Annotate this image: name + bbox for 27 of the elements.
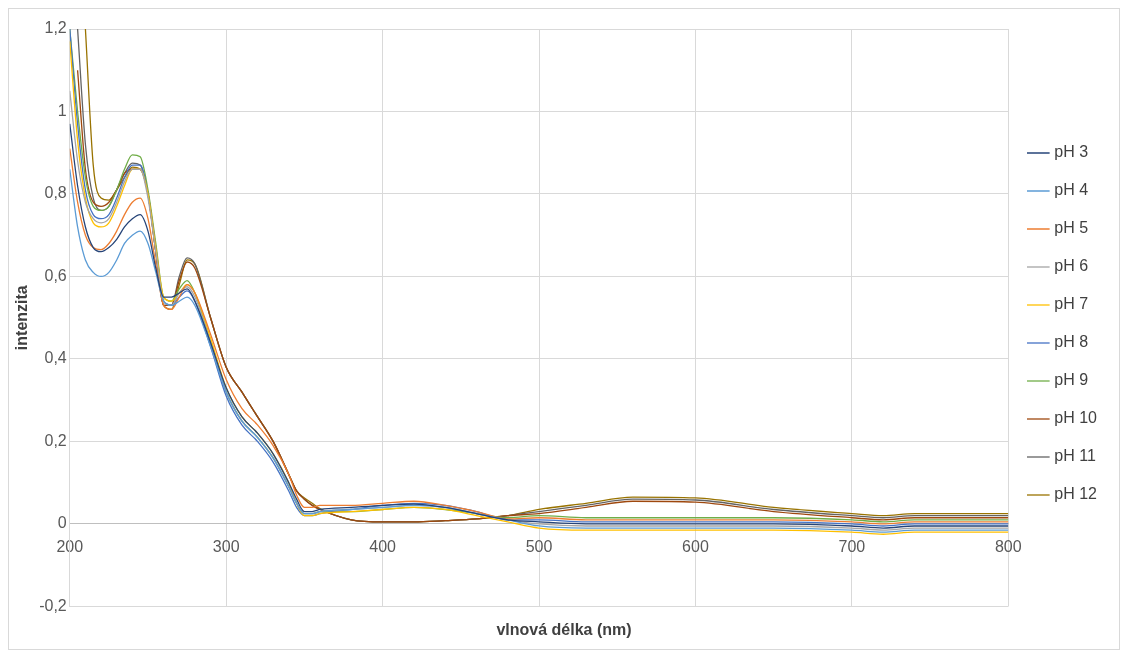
y-axis-title: intenzita (13, 285, 31, 351)
legend-label: pH 3 (1054, 143, 1089, 161)
y-tick-label: 1 (57, 101, 67, 119)
x-axis-title: vlnová délka (nm) (495, 620, 633, 640)
y-tick-label: 1,2 (44, 19, 67, 37)
y-tick-label: 0,4 (44, 349, 67, 367)
y-tick-label: -0,2 (39, 596, 67, 614)
x-tick-label: 400 (369, 537, 397, 555)
x-tick-label: 200 (56, 537, 84, 555)
x-tick-label: 700 (838, 537, 866, 555)
legend-label: pH 9 (1054, 371, 1089, 389)
legend-label: pH 4 (1054, 181, 1089, 199)
y-tick-label: 0,8 (44, 184, 67, 202)
legend-label: pH 11 (1054, 447, 1096, 465)
y-tick-label: 0,6 (44, 266, 67, 284)
x-tick-label: 800 (994, 537, 1022, 555)
x-tick-label: 600 (682, 537, 709, 555)
x-tick-label: 300 (212, 537, 240, 555)
x-tick-label: 500 (525, 537, 553, 555)
y-tick-label: 0 (57, 514, 67, 532)
legend-label: pH 6 (1054, 257, 1089, 275)
legend-label: pH 7 (1054, 295, 1089, 313)
legend-label: pH 5 (1054, 219, 1089, 237)
legend-label: pH 8 (1054, 333, 1089, 351)
legend-label: pH 10 (1054, 409, 1098, 427)
y-tick-label: 0,2 (44, 431, 67, 449)
legend-label: pH 12 (1054, 485, 1098, 503)
